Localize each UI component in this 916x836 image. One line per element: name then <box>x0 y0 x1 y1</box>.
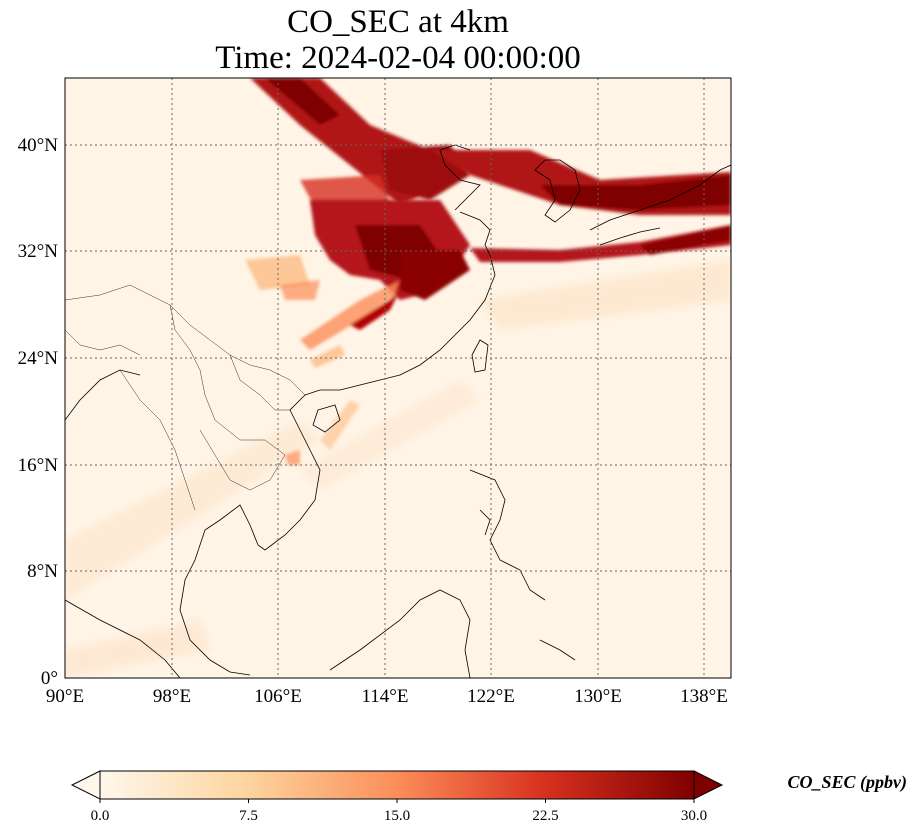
lat-tick: 32°N <box>18 241 59 262</box>
plot-subtitle: Time: 2024-02-04 00:00:00 <box>215 40 581 76</box>
coastlines <box>65 144 731 678</box>
colorbar-label: CO_SEC (ppbv) <box>787 772 907 793</box>
colorbar-gradient <box>100 771 694 799</box>
map-border <box>64 77 732 679</box>
gridlines <box>65 78 731 678</box>
lon-tick: 114°E <box>362 686 409 707</box>
colorbar-tick: 30.0 <box>681 808 707 824</box>
lon-tick: 98°E <box>153 686 191 707</box>
lon-tick: 122°E <box>467 686 515 707</box>
co-plume-south <box>285 280 400 465</box>
co-plume-central <box>245 200 470 300</box>
colorbar-extend-low <box>70 770 101 800</box>
lat-tick: 40°N <box>18 135 59 156</box>
lon-tick: 90°E <box>46 686 84 707</box>
colorbar-tick: 0.0 <box>91 808 110 824</box>
colorbar: 0.0 7.5 15.0 22.5 30.0 CO_SEC (ppbv) <box>70 770 907 824</box>
lon-tick: 138°E <box>680 686 728 707</box>
borders <box>65 284 306 511</box>
lat-tick-labels: 0° 8°N 16°N 24°N 32°N 40°N <box>18 135 59 689</box>
lon-tick: 106°E <box>254 686 302 707</box>
colorbar-tick: 7.5 <box>239 808 258 824</box>
lat-tick: 0° <box>41 668 58 689</box>
plot-title: CO_SEC at 4km <box>287 4 509 40</box>
lon-tick: 130°E <box>574 686 622 707</box>
lat-tick: 24°N <box>18 348 59 369</box>
co-plume-east <box>430 150 731 262</box>
lat-tick: 16°N <box>18 455 59 476</box>
colorbar-tick: 15.0 <box>384 808 410 824</box>
colorbar-tick: 22.5 <box>532 808 558 824</box>
lon-tick-labels: 90°E 98°E 106°E 114°E 122°E 130°E 138°E <box>46 686 728 707</box>
colorbar-extend-high <box>693 770 724 800</box>
lat-tick: 8°N <box>27 561 58 582</box>
